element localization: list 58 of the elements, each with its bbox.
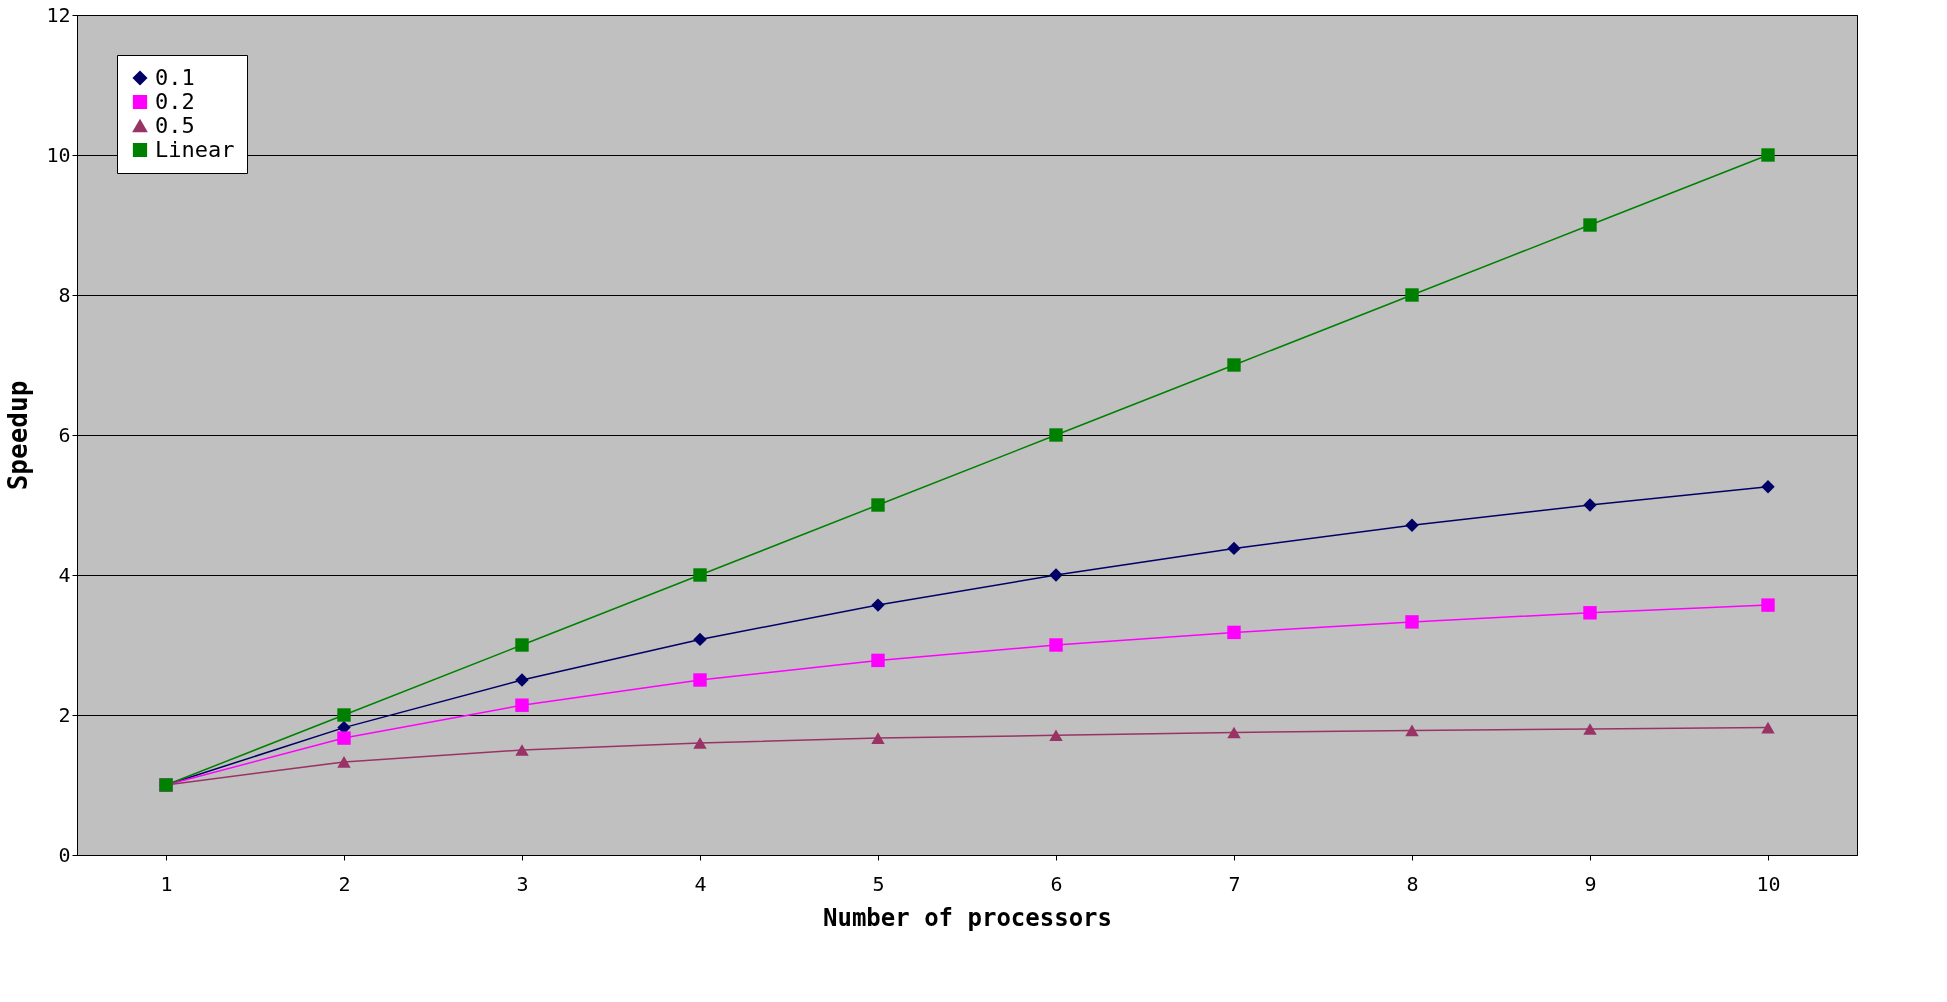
point xyxy=(1049,568,1063,582)
legend-label: Linear xyxy=(155,137,235,162)
point xyxy=(515,673,529,687)
point xyxy=(515,744,529,756)
y-tick-label: 12 xyxy=(46,2,71,27)
x-tick-label: 7 xyxy=(1228,871,1241,896)
x-tick-label: 5 xyxy=(872,871,885,896)
point xyxy=(1227,625,1241,640)
point xyxy=(1583,218,1597,232)
y-tick-label: 2 xyxy=(58,702,71,727)
point xyxy=(871,732,885,744)
legend-label: 0.2 xyxy=(155,89,195,114)
point xyxy=(1583,723,1597,735)
point xyxy=(871,653,885,668)
point xyxy=(337,731,351,745)
point xyxy=(1049,638,1063,652)
y-tick-label: 10 xyxy=(46,142,71,167)
x-tick-label: 10 xyxy=(1756,871,1781,896)
point xyxy=(693,632,707,647)
x-tick-label: 6 xyxy=(1050,871,1063,896)
point xyxy=(1405,518,1419,533)
point xyxy=(1405,724,1419,737)
point xyxy=(1227,541,1241,556)
y-tick-label: 8 xyxy=(58,282,71,307)
point xyxy=(1405,615,1419,629)
point xyxy=(1761,148,1775,162)
point xyxy=(1761,598,1775,612)
x-tick-label: 1 xyxy=(160,871,173,896)
point xyxy=(515,638,529,652)
legend-label: 0.5 xyxy=(155,113,195,138)
point xyxy=(693,568,707,582)
point xyxy=(337,708,351,722)
y-tick-label: 6 xyxy=(58,422,71,447)
x-axis-title: Number of processors xyxy=(823,903,1112,932)
legend-label: 0.1 xyxy=(155,65,195,90)
point xyxy=(693,673,707,687)
x-tick-label: 4 xyxy=(694,871,707,896)
y-axis-title: Speedup xyxy=(3,380,34,491)
x-tick-label: 3 xyxy=(516,871,529,896)
point xyxy=(1583,606,1597,620)
point xyxy=(1761,480,1775,494)
point xyxy=(871,498,885,512)
x-tick-label: 9 xyxy=(1584,871,1597,896)
y-tick-label: 0 xyxy=(58,842,71,867)
point xyxy=(693,737,707,749)
point xyxy=(1049,428,1063,442)
point xyxy=(1583,498,1597,512)
x-tick-label: 2 xyxy=(338,871,351,896)
point xyxy=(1227,726,1241,739)
point xyxy=(1761,721,1775,734)
point xyxy=(1227,358,1241,372)
point xyxy=(871,598,885,612)
point xyxy=(337,756,351,768)
point xyxy=(1405,288,1419,302)
y-tick-label: 4 xyxy=(58,562,71,587)
point xyxy=(1049,729,1063,742)
point xyxy=(515,698,529,712)
x-tick-label: 8 xyxy=(1406,871,1419,896)
